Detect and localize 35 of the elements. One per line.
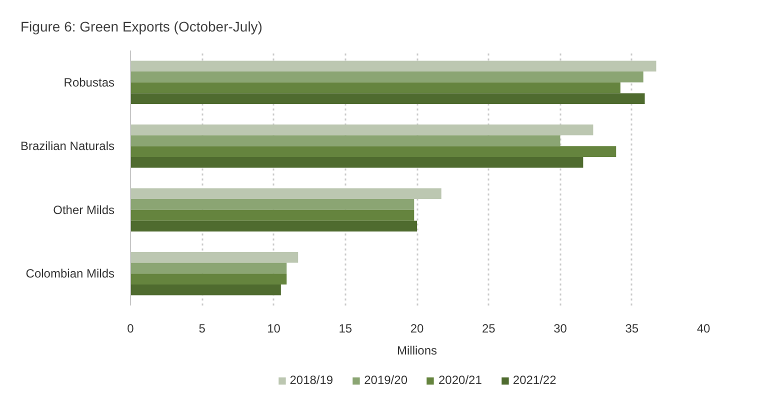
chart-title: Figure 6: Green Exports (October-July) <box>20 18 262 34</box>
legend-label: 2020/21 <box>438 373 482 387</box>
bar <box>130 124 594 136</box>
bar <box>130 284 281 296</box>
bar <box>130 72 644 82</box>
bar <box>130 274 287 284</box>
x-tick-label: 40 <box>696 322 710 336</box>
x-tick-label: 25 <box>482 322 496 336</box>
x-tick-label: 35 <box>625 322 639 336</box>
bar <box>130 252 298 263</box>
y-tick-label: Brazilian Naturals <box>20 139 115 154</box>
bar <box>130 60 656 72</box>
bar <box>130 188 442 200</box>
legend-label: 2021/22 <box>512 373 556 387</box>
bar <box>130 82 620 94</box>
bar <box>130 146 616 157</box>
bar <box>130 199 414 210</box>
x-tick-label: 5 <box>198 322 206 336</box>
y-tick-label: Robustas <box>64 75 115 90</box>
legend-label: 2019/20 <box>364 373 408 387</box>
x-tick-label: 20 <box>410 322 424 336</box>
y-tick-label: Colombian Milds <box>26 266 115 281</box>
bar <box>130 220 417 232</box>
bar <box>130 135 560 146</box>
x-axis-title: Millions <box>396 344 438 358</box>
legend-label: 2018/19 <box>290 373 334 387</box>
bar <box>130 262 287 274</box>
x-tick-label: 15 <box>338 322 352 336</box>
bar <box>130 93 645 104</box>
x-tick-label: 30 <box>554 322 568 336</box>
x-tick-label: 0 <box>127 322 134 336</box>
y-tick-label: Other Milds <box>53 202 115 217</box>
x-tick-label: 10 <box>267 322 281 336</box>
bar <box>130 210 414 221</box>
bar <box>130 156 584 168</box>
